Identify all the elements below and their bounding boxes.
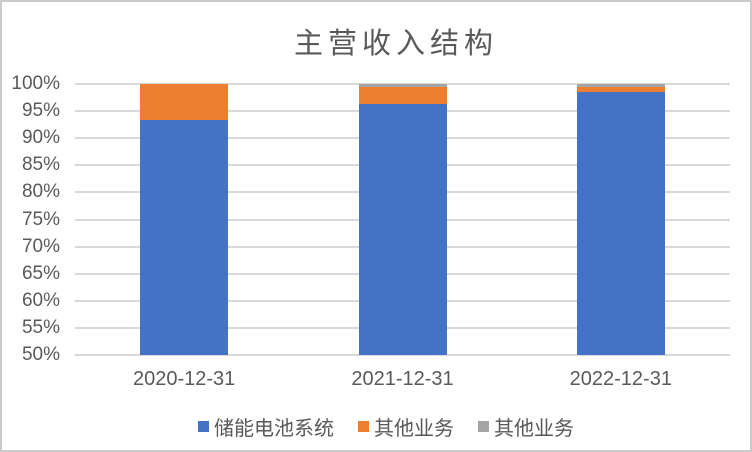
y-tick-label: 65% [21, 262, 60, 284]
legend: 储能电池系统 其他业务 其他业务 [22, 412, 750, 441]
y-tick-label: 75% [21, 208, 60, 230]
y-tick-label: 70% [21, 235, 60, 257]
plot-area [75, 83, 730, 356]
stacked-bar-2020-12-31 [140, 84, 229, 355]
x-tick-label: 2021-12-31 [351, 368, 454, 390]
y-tick-label: 95% [21, 100, 60, 122]
stacked-bar-2021-12-31 [358, 84, 447, 355]
y-tick-label: 80% [21, 181, 60, 203]
legend-swatch-gray [478, 421, 489, 432]
bar-segment-series-0 [140, 120, 229, 355]
legend-swatch-blue [198, 421, 209, 432]
x-tick-label: 2022-12-31 [569, 368, 672, 390]
bar-segment-series-1 [140, 84, 229, 121]
x-tick-label: 2020-12-31 [133, 368, 236, 390]
y-tick-label: 90% [21, 127, 60, 149]
y-tick-label: 50% [21, 344, 60, 365]
y-tick-label: 100% [11, 73, 60, 94]
y-tick-label: 60% [21, 289, 60, 311]
x-axis: 2020-12-31 2021-12-31 2022-12-31 [75, 368, 730, 394]
bar-segment-series-1 [358, 86, 447, 104]
y-axis: 50% 55% 60% 65% 70% 75% 80% 85% 90% 95% 100% [2, 73, 60, 365]
legend-label: 其他业务 [494, 418, 574, 440]
bar-segment-series-2 [358, 84, 447, 87]
legend-swatch-orange [358, 421, 369, 432]
bar-segment-series-1 [576, 87, 665, 93]
legend-label: 储能电池系统 [214, 418, 334, 440]
legend-item-storage-battery-system: 储能电池系统 [198, 412, 334, 441]
legend-item-other-business-gray: 其他业务 [478, 412, 574, 441]
bar-segment-series-0 [576, 92, 665, 355]
bar-segment-series-0 [358, 103, 447, 355]
y-tick-label: 55% [21, 316, 60, 338]
chart-title: 主营收入结构 [293, 28, 498, 60]
legend-label: 其他业务 [374, 418, 454, 440]
legend-item-other-business-orange: 其他业务 [358, 412, 454, 441]
y-tick-label: 85% [21, 154, 60, 176]
stacked-bar-2022-12-31 [576, 84, 665, 355]
bar-segment-series-2 [576, 84, 665, 88]
gridline [75, 354, 730, 356]
